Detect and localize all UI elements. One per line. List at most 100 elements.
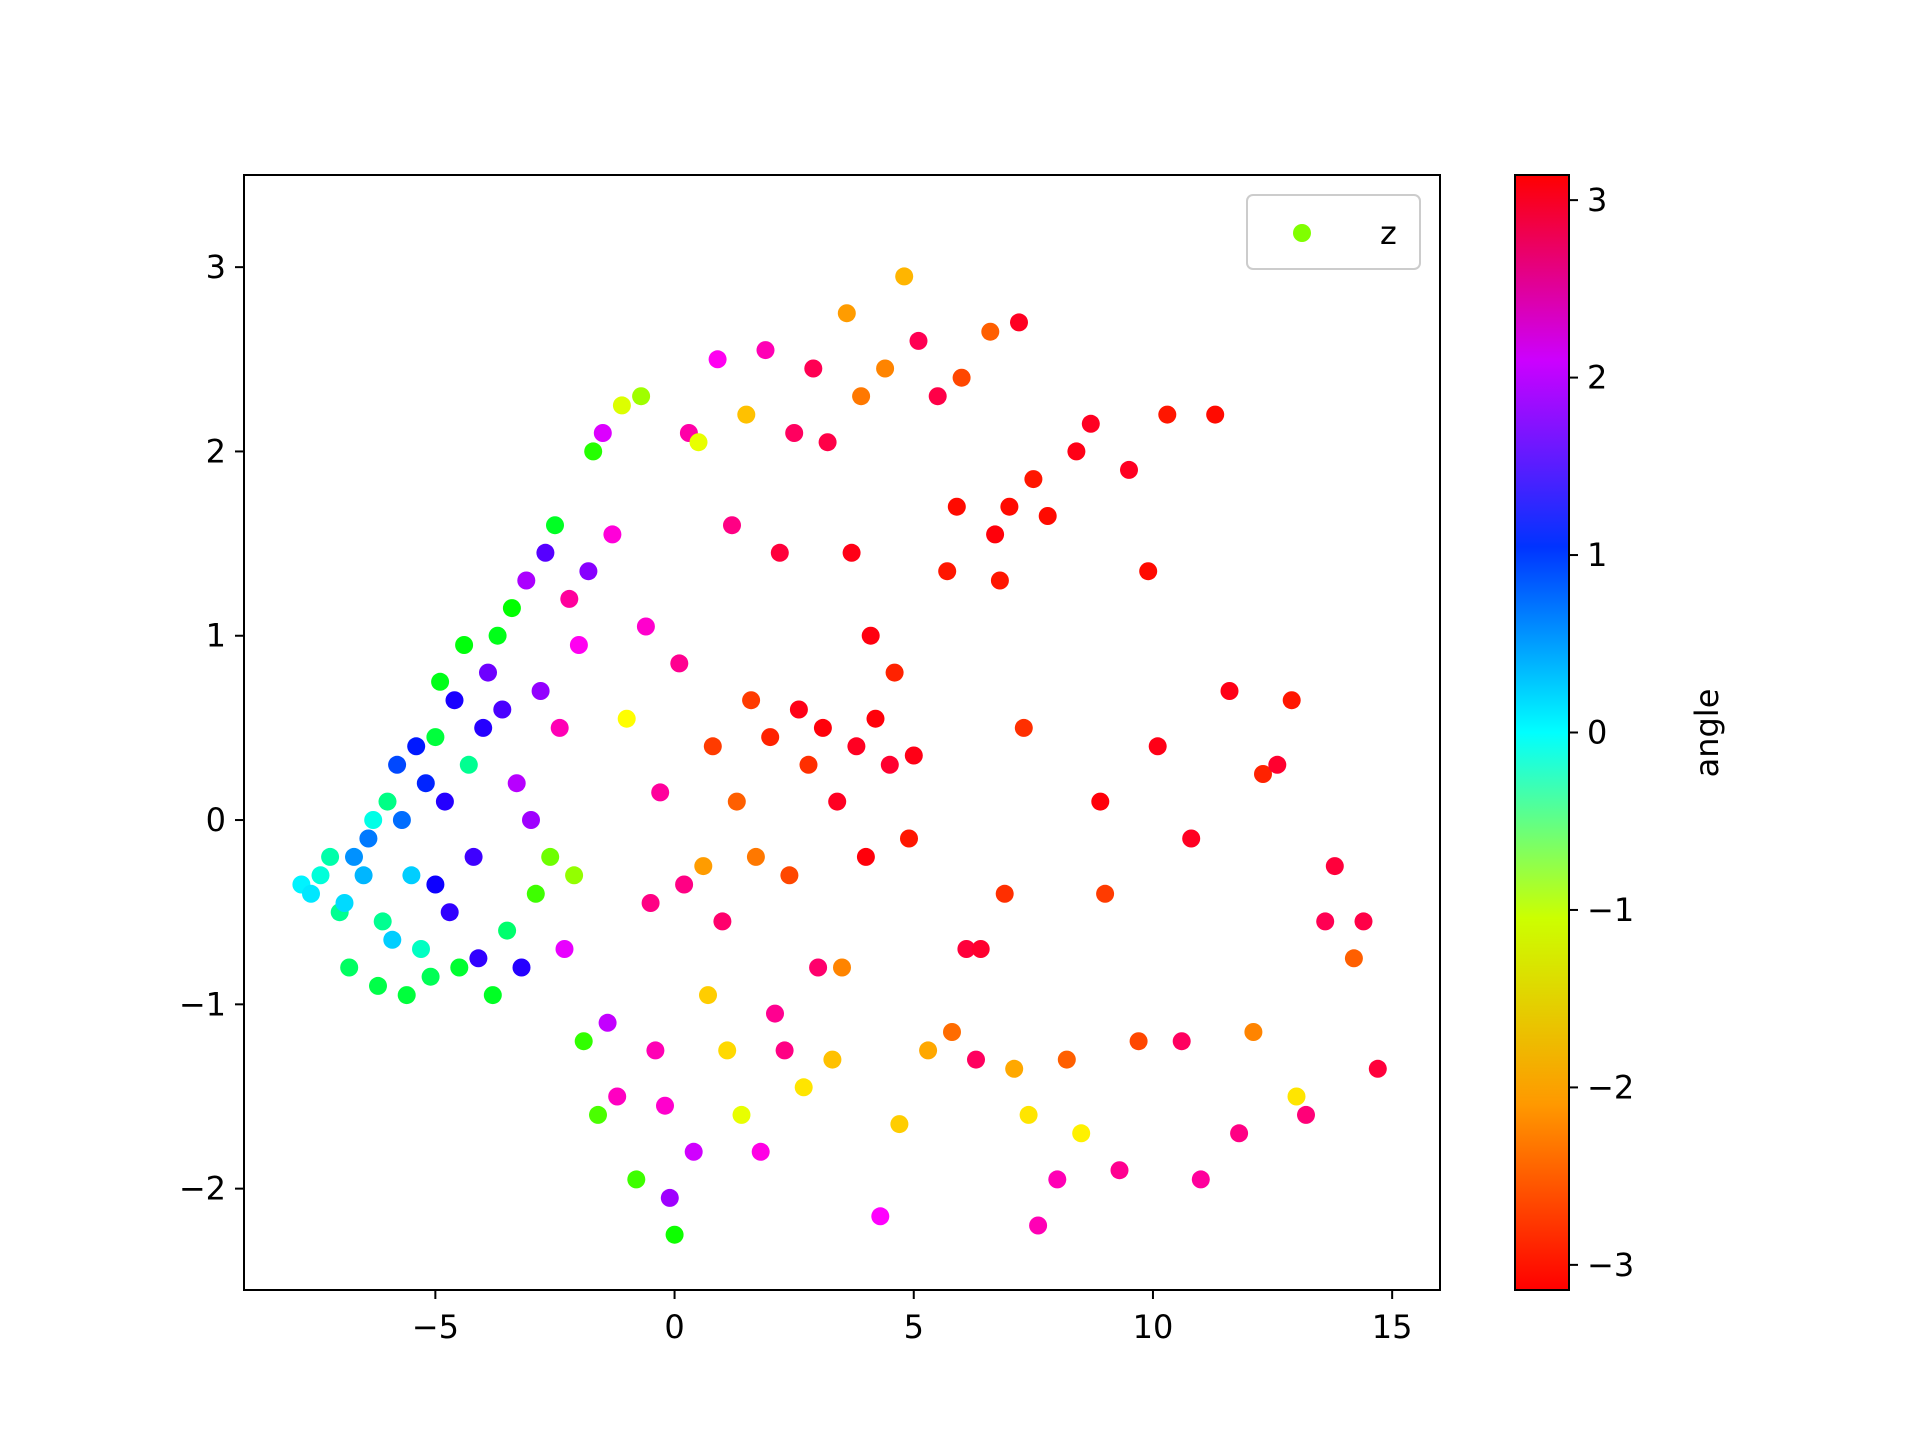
data-point: [464, 847, 483, 866]
data-point: [512, 958, 531, 977]
data-point: [703, 737, 722, 756]
data-point: [493, 700, 512, 719]
data-point: [1024, 470, 1043, 489]
data-point: [957, 940, 976, 958]
data-point: [775, 1041, 794, 1060]
data-point: [1148, 737, 1167, 756]
data-point: [531, 682, 550, 700]
data-point: [335, 894, 354, 912]
data-point: [756, 341, 775, 360]
data-point: [345, 847, 363, 866]
data-point: [388, 755, 407, 774]
data-point: [311, 866, 330, 885]
data-point: [842, 543, 861, 562]
data-point: [708, 350, 727, 369]
data-point: [593, 424, 612, 442]
data-point: [560, 589, 579, 608]
data-point: [435, 792, 454, 811]
data-point: [746, 847, 765, 866]
y-tick-label: −2: [179, 1170, 226, 1208]
data-point: [856, 847, 875, 866]
data-point: [794, 1078, 813, 1097]
legend-marker: [1293, 224, 1311, 242]
data-point: [1206, 405, 1225, 424]
data-point: [589, 1105, 607, 1124]
data-point: [340, 958, 359, 977]
data-point: [641, 894, 660, 912]
data-point: [1325, 857, 1344, 876]
data-point: [569, 636, 588, 654]
data-point: [627, 1170, 646, 1189]
data-point: [392, 811, 411, 829]
data-point: [986, 525, 1005, 544]
data-point: [727, 792, 746, 811]
data-point: [871, 1207, 890, 1226]
data-point: [321, 847, 340, 866]
legend-box: [1246, 194, 1421, 270]
data-point: [770, 543, 789, 562]
data-point: [737, 405, 756, 424]
data-point: [919, 1041, 938, 1060]
data-point: [646, 1041, 665, 1060]
data-point: [828, 792, 847, 811]
data-point: [445, 691, 464, 710]
data-point: [1081, 414, 1100, 433]
data-point: [943, 1023, 961, 1041]
data-point: [751, 1142, 770, 1161]
data-point: [928, 387, 947, 406]
colorbar-tick-label: 0: [1587, 714, 1607, 752]
data-point: [302, 884, 320, 903]
data-point: [789, 700, 808, 719]
colorbar-axis: −3 −2 −1 0 1 2 3: [1569, 181, 1634, 1284]
data-point: [402, 866, 421, 885]
data-point: [1172, 1032, 1191, 1051]
data-point: [785, 424, 804, 442]
data-points: [292, 267, 1387, 1244]
data-point: [1005, 1059, 1024, 1078]
data-point: [885, 663, 904, 682]
y-tick-label: 3: [206, 248, 226, 286]
data-point: [354, 866, 373, 885]
data-point: [713, 912, 732, 931]
data-point: [761, 728, 780, 747]
data-point: [450, 958, 469, 977]
data-point: [1110, 1161, 1129, 1180]
data-point: [479, 663, 497, 682]
legend-label: z: [1380, 214, 1397, 252]
data-point: [660, 1188, 679, 1207]
data-point: [1029, 1216, 1048, 1235]
colorbar: [1514, 174, 1570, 1291]
data-point: [684, 1142, 703, 1161]
data-point: [823, 1050, 842, 1069]
data-point: [416, 774, 435, 793]
data-point: [612, 396, 631, 415]
colorbar-tick-label: 3: [1587, 181, 1607, 219]
data-point: [412, 940, 430, 958]
data-point: [502, 599, 521, 618]
data-point: [809, 958, 828, 977]
data-point: [804, 359, 823, 378]
y-tick-label: 2: [206, 432, 226, 470]
data-point: [1220, 682, 1239, 700]
data-point: [723, 516, 741, 535]
data-point: [378, 792, 397, 811]
data-point: [833, 958, 851, 977]
data-point: [689, 433, 708, 452]
data-point: [813, 718, 832, 737]
colorbar-tick-label: −2: [1587, 1068, 1634, 1106]
data-point: [742, 691, 761, 710]
data-point: [359, 829, 378, 848]
data-point: [1000, 497, 1019, 516]
data-point: [818, 433, 837, 452]
data-point: [546, 516, 564, 535]
data-point: [574, 1032, 593, 1051]
data-point: [1048, 1170, 1067, 1189]
data-point: [890, 1115, 909, 1134]
plot-frame: [243, 174, 1441, 1291]
data-point: [369, 976, 387, 995]
data-point: [522, 811, 540, 829]
data-point: [967, 1050, 985, 1069]
data-point: [1139, 562, 1158, 581]
data-point: [397, 986, 416, 1005]
data-point: [675, 875, 694, 894]
